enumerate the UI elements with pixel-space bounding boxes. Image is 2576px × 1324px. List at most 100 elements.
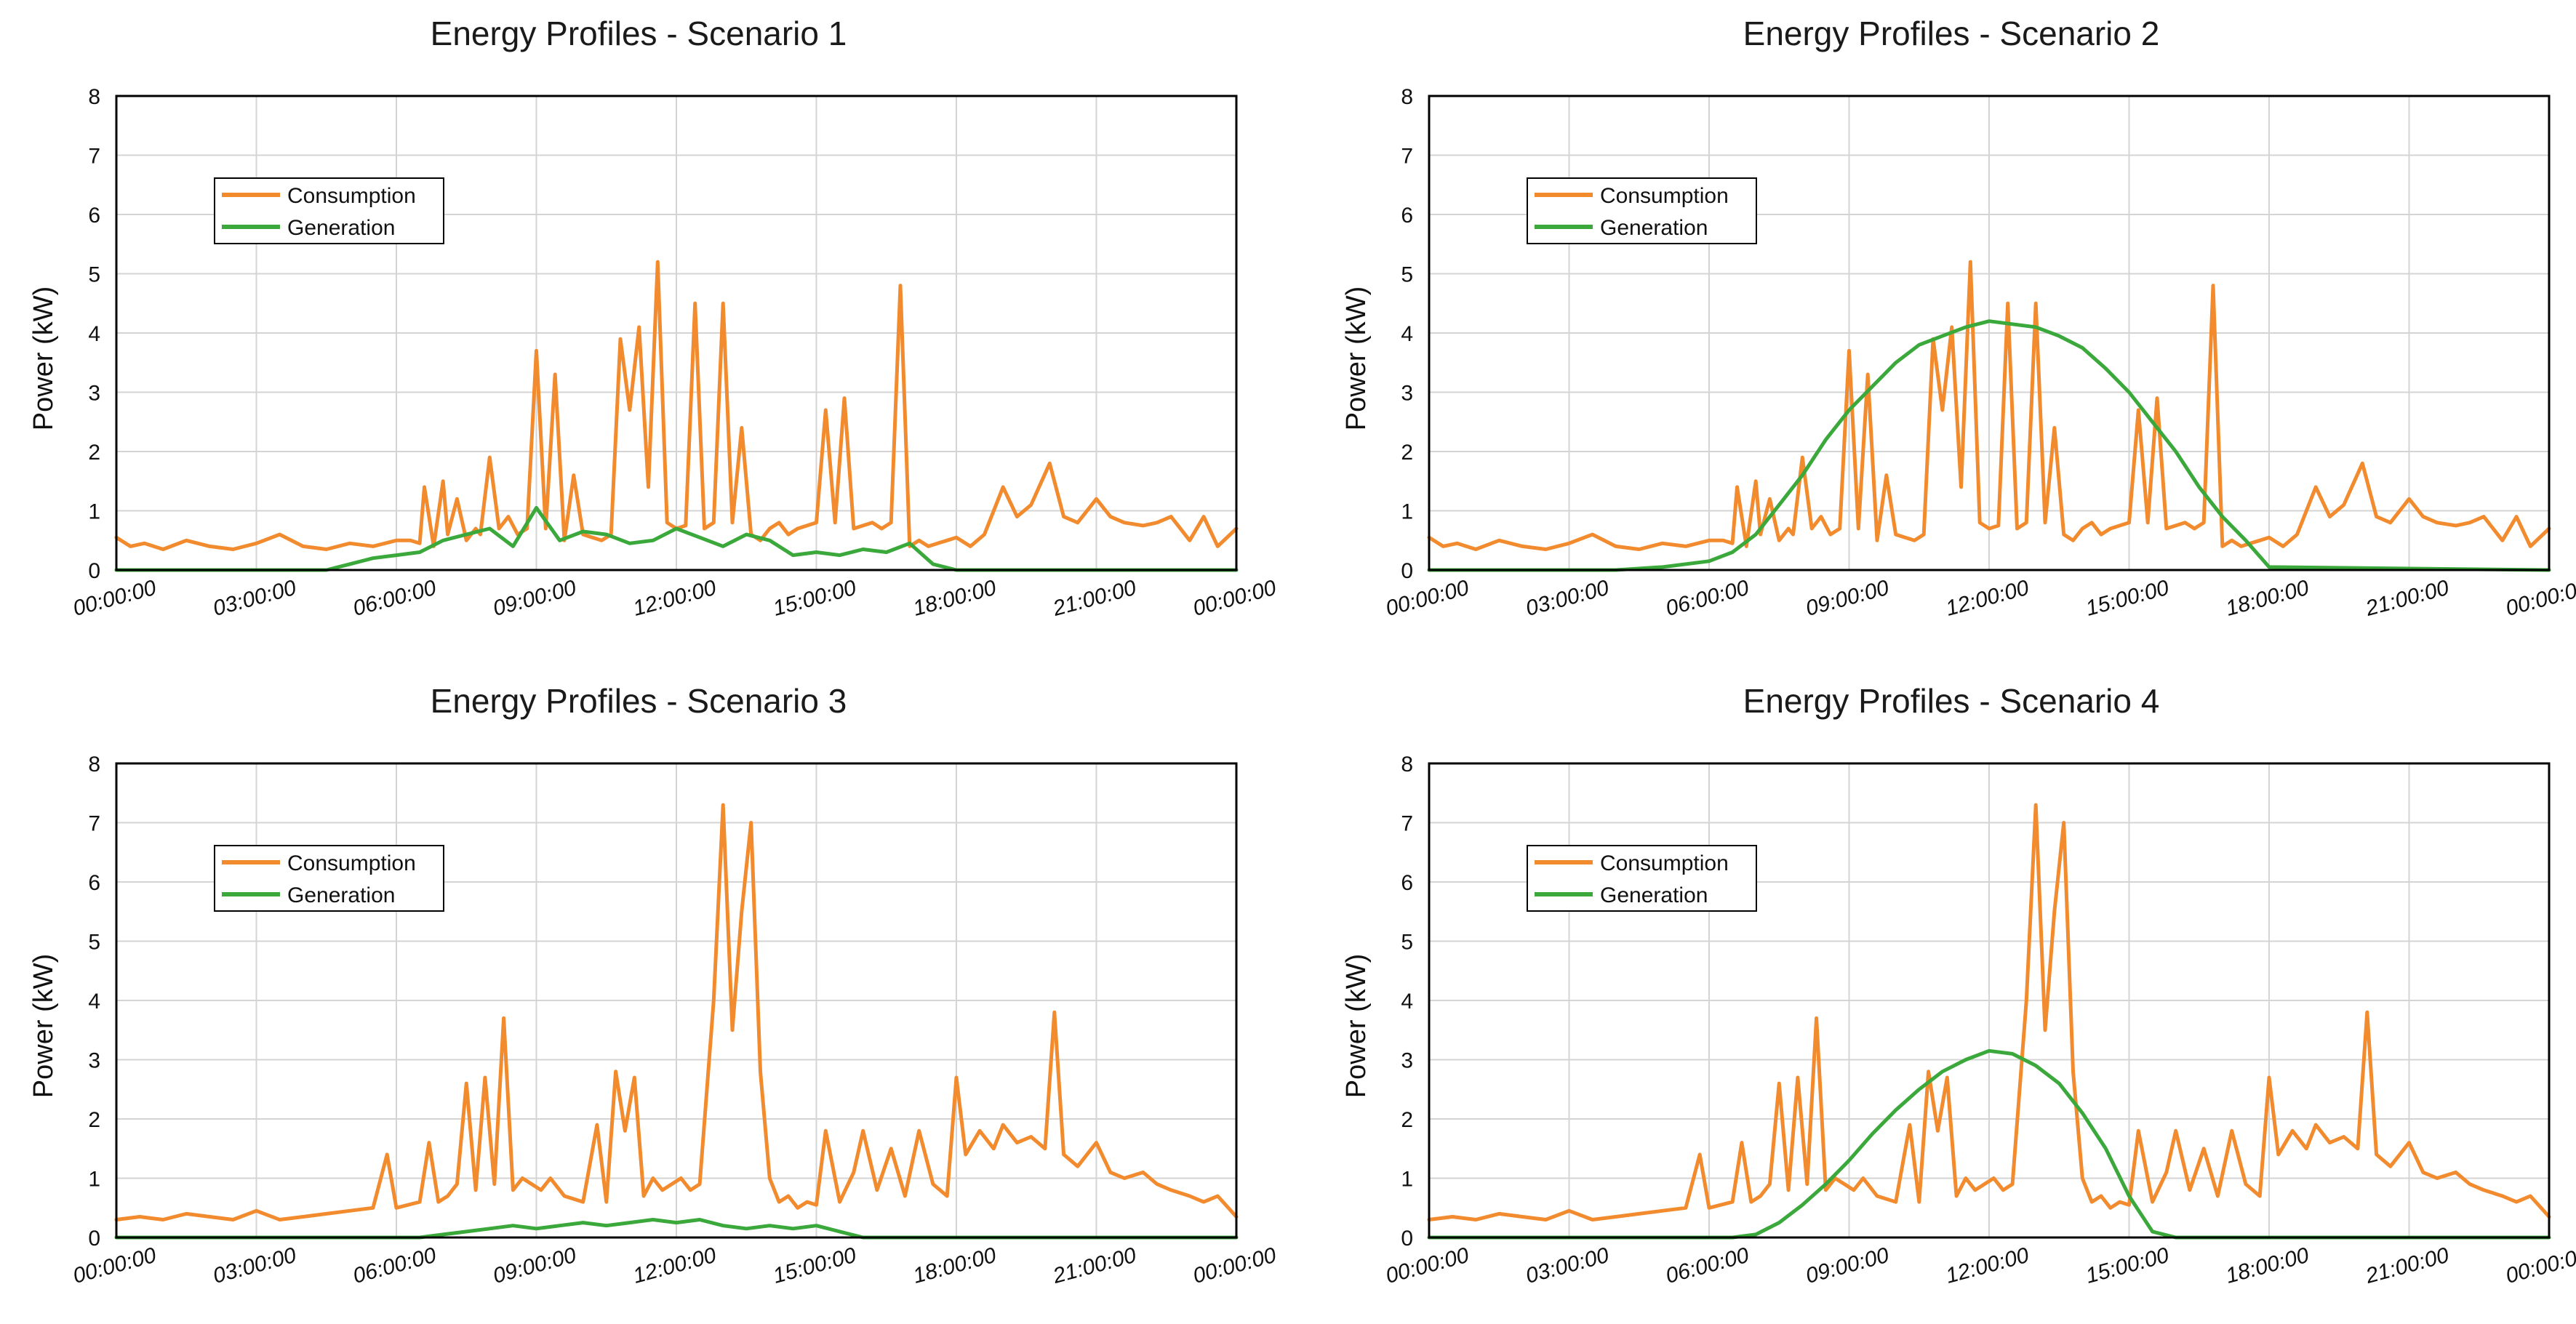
x-tick-label: 18:00:00 — [911, 576, 999, 621]
y-tick-label: 4 — [88, 322, 100, 346]
y-tick-label: 7 — [1401, 812, 1413, 836]
series-line-generation — [1427, 319, 2551, 572]
x-tick-label: 00:00:00 — [71, 1243, 159, 1288]
x-tick-label: 03:00:00 — [210, 576, 299, 621]
y-tick-label: 3 — [1401, 382, 1413, 406]
y-tick-label: 6 — [88, 871, 100, 895]
x-tick-label: 12:00:00 — [1943, 576, 2032, 621]
y-tick-label: 8 — [88, 753, 100, 777]
y-tick-label: 5 — [88, 263, 100, 287]
x-tick-label: 21:00:00 — [2362, 1243, 2452, 1288]
x-tick-label: 15:00:00 — [2083, 576, 2172, 621]
x-tick-label: 09:00:00 — [1803, 1243, 1892, 1288]
series-line-consumption — [1427, 803, 2551, 1221]
y-tick-label: 1 — [1401, 500, 1413, 524]
x-tick-label: 21:00:00 — [2362, 576, 2452, 621]
y-axis-label: Power (kW) — [1341, 286, 1372, 430]
y-tick-label: 7 — [1401, 145, 1413, 169]
x-tick-label: 00:00:00 — [2503, 576, 2576, 621]
legend: Consumption Generation — [1527, 177, 1757, 244]
series-line-consumption — [114, 260, 1239, 551]
chart-title: Energy Profiles - Scenario 2 — [1743, 15, 2160, 52]
plot-area: 0 1 2 3 4 5 6 7 8 00:00:00 03:00:00 06:00:00 09:00:0… — [71, 85, 1279, 621]
x-tick-label: 03:00:00 — [1523, 576, 1612, 621]
x-tick-label: 06:00:00 — [351, 1243, 439, 1288]
legend-box — [214, 177, 444, 244]
legend-label-generation: Generation — [1600, 883, 1708, 907]
legend-box — [1527, 177, 1757, 244]
y-axis-label: Power (kW) — [28, 954, 59, 1098]
y-tick-label: 4 — [88, 990, 100, 1014]
x-tick-label: 09:00:00 — [1803, 576, 1892, 621]
series-line-consumption — [114, 803, 1239, 1221]
legend-box — [1527, 845, 1757, 912]
x-tick-label: 00:00:00 — [2503, 1243, 2576, 1288]
y-tick-label: 2 — [1401, 1108, 1413, 1132]
plot-area: 0 1 2 3 4 5 6 7 8 00:00:00 03:00:00 06:00:00 09:00:0… — [71, 753, 1279, 1288]
x-tick-label: 18:00:00 — [2223, 576, 2312, 621]
plot-frame — [115, 95, 1238, 571]
y-tick-label: 8 — [88, 85, 100, 109]
chart-panel-scenario-2: Energy Profiles - Scenario 2 Power (kW) … — [1341, 15, 2576, 621]
x-tick-label: 15:00:00 — [2083, 1243, 2172, 1288]
plot-frame — [115, 762, 1238, 1239]
y-tick-label: 1 — [88, 1168, 100, 1192]
x-tick-label: 12:00:00 — [1943, 1243, 2032, 1288]
y-tick-label: 7 — [88, 145, 100, 169]
series-line-generation — [1427, 1048, 2551, 1240]
x-tick-label: 00:00:00 — [1383, 1243, 1472, 1288]
y-tick-label: 3 — [88, 382, 100, 406]
x-tick-label: 06:00:00 — [1663, 1243, 1752, 1288]
y-tick-label: 2 — [88, 1108, 100, 1132]
x-tick-label: 18:00:00 — [911, 1243, 999, 1288]
x-tick-label: 00:00:00 — [1191, 576, 1279, 621]
x-tick-label: 12:00:00 — [631, 1243, 719, 1288]
series-line-consumption — [1427, 260, 2551, 551]
y-tick-label: 0 — [1401, 1227, 1413, 1251]
x-tick-label: 15:00:00 — [770, 576, 859, 621]
x-tick-label: 00:00:00 — [1383, 576, 1472, 621]
y-tick-label: 5 — [1401, 931, 1413, 955]
legend-label-consumption: Consumption — [287, 184, 416, 208]
x-tick-label: 09:00:00 — [490, 1243, 579, 1288]
chart-title: Energy Profiles - Scenario 4 — [1743, 682, 2160, 720]
legend-label-consumption: Consumption — [1600, 184, 1729, 208]
x-tick-label: 06:00:00 — [351, 576, 439, 621]
y-tick-label: 8 — [1401, 85, 1413, 109]
x-tick-label: 09:00:00 — [490, 576, 579, 621]
y-tick-label: 6 — [1401, 871, 1413, 895]
y-tick-label: 1 — [1401, 1168, 1413, 1192]
legend-label-generation: Generation — [287, 216, 395, 240]
plot-frame — [1428, 95, 2551, 571]
y-axis-label: Power (kW) — [1341, 954, 1372, 1098]
chart-title: Energy Profiles - Scenario 3 — [431, 682, 847, 720]
y-tick-label: 5 — [1401, 263, 1413, 287]
legend-label-consumption: Consumption — [287, 851, 416, 875]
chart-panel-scenario-1: Energy Profiles - Scenario 1 Power (kW) … — [28, 15, 1279, 621]
y-axis-label: Power (kW) — [28, 286, 59, 430]
legend-label-consumption: Consumption — [1600, 851, 1729, 875]
y-tick-label: 0 — [1401, 559, 1413, 583]
x-tick-label: 03:00:00 — [1523, 1243, 1612, 1288]
y-tick-label: 3 — [88, 1049, 100, 1073]
x-tick-label: 21:00:00 — [1049, 1243, 1139, 1288]
y-tick-label: 2 — [88, 441, 100, 465]
y-tick-label: 0 — [88, 1227, 100, 1251]
y-tick-label: 2 — [1401, 441, 1413, 465]
legend-label-generation: Generation — [1600, 216, 1708, 240]
x-tick-label: 15:00:00 — [770, 1243, 859, 1288]
plot-area: 0 1 2 3 4 5 6 7 8 00:00:00 03:00:00 06:00:00 09:00:0… — [1383, 85, 2576, 621]
y-tick-label: 8 — [1401, 753, 1413, 777]
x-tick-label: 12:00:00 — [631, 576, 719, 621]
y-tick-label: 6 — [88, 204, 100, 228]
x-tick-label: 00:00:00 — [71, 576, 159, 621]
chart-panel-scenario-4: Energy Profiles - Scenario 4 Power (kW) … — [1341, 682, 2576, 1288]
legend-label-generation: Generation — [287, 883, 395, 907]
y-tick-label: 5 — [88, 931, 100, 955]
x-tick-label: 03:00:00 — [210, 1243, 299, 1288]
legend: Consumption Generation — [214, 177, 444, 244]
series-line-generation — [114, 505, 1239, 572]
legend: Consumption Generation — [214, 845, 444, 912]
y-tick-label: 1 — [88, 500, 100, 524]
